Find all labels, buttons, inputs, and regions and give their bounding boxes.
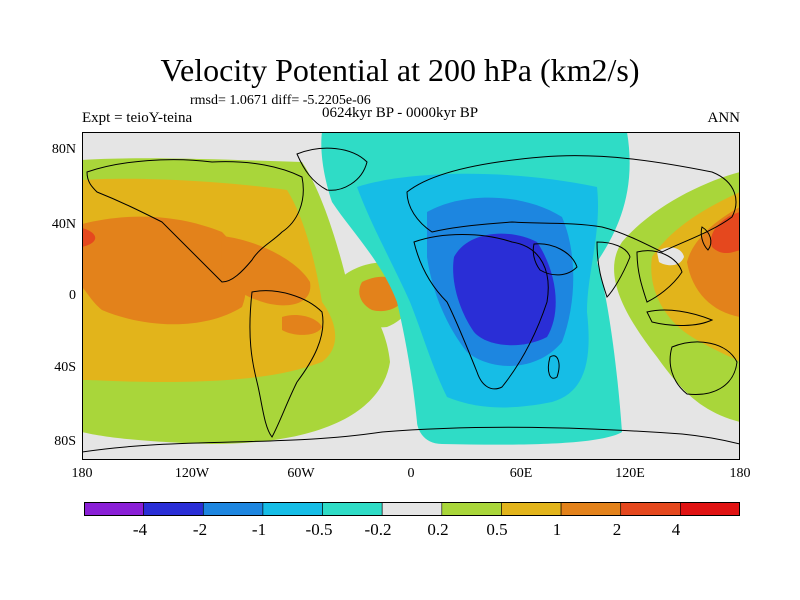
colorbar-label-pos02: 0.2 [427,520,449,539]
lat-label-40s: 40S [54,360,76,375]
lat-label-80s: 80S [54,434,76,449]
colorbar-swatch [322,502,383,516]
lat-label-80n: 80N [51,142,76,157]
contour-zero-east-blob [657,247,684,266]
coastline-greenland [296,147,368,191]
colorbar-swatch [620,502,681,516]
colorbar-label-neg05: -0.5 [305,520,333,539]
colorbar-label-neg02: -0.2 [364,520,392,539]
colorbar-label-neg2: -2 [192,520,208,539]
coastline-japan [700,226,712,251]
contour-neg2-center [453,233,556,346]
coastline-australia [669,341,738,396]
colorbar-swatch [262,502,323,516]
colorbar-swatch [441,502,502,516]
lon-label-60w: 60W [287,466,315,481]
colorbar-label-pos4: 4 [671,520,681,539]
coastline-south-america [249,290,324,438]
lon-label-0: 0 [407,466,415,481]
lon-label-120e: 120E [615,466,645,481]
colorbar-swatch [501,502,562,516]
colorbar-label-pos05: 0.5 [486,520,508,539]
contour-pos1-west [82,216,246,325]
period-label: 0624kyr BP - 0000kyr BP [322,105,479,121]
colorbar-swatch [84,502,144,516]
coastline-arabia [532,243,578,276]
lon-label-180e: 180 [729,466,751,481]
coastline-antarctica [82,426,740,453]
colorbar-label-pos1: 1 [552,520,562,539]
colorbar-swatch [680,502,740,516]
season-label: ANN [707,110,741,126]
contour-pos2-east [711,212,740,254]
colorbar [84,502,740,516]
coastline-africa [413,234,549,390]
velocity-potential-map [82,132,740,460]
colorbar-swatch [381,502,443,516]
lat-label-0: 0 [69,288,76,303]
colorbar-label-neg1: -1 [251,520,267,539]
contour-pos2-west [82,228,96,247]
coastline-europe-asia [406,155,737,253]
coastline-madagascar [547,355,560,379]
coastline-india [596,241,631,298]
coastline-indonesia [646,309,714,326]
colorbar-label-pos2: 2 [612,520,622,539]
lon-label-60e: 60E [509,466,533,481]
lon-label-120w: 120W [174,466,210,481]
colorbar-swatch [560,502,622,516]
colorbar-label-neg4: -4 [132,520,148,539]
colorbar-swatch [143,502,204,516]
stats-label: rmsd= 1.0671 diff= -5.2205e-06 [190,93,371,108]
lon-label-180w: 180 [71,466,93,481]
contour-pos1-south [282,315,322,335]
lat-label-40n: 40N [51,217,76,232]
coastline-north-america [86,159,304,283]
contour-pos1-west-b [221,236,311,306]
map-title: Velocity Potential at 200 hPa (km2/s) [160,52,640,88]
colorbar-swatch [202,502,264,516]
experiment-label: Expt = teioY-teina [82,110,193,126]
coastline-southeast-asia [636,250,683,303]
